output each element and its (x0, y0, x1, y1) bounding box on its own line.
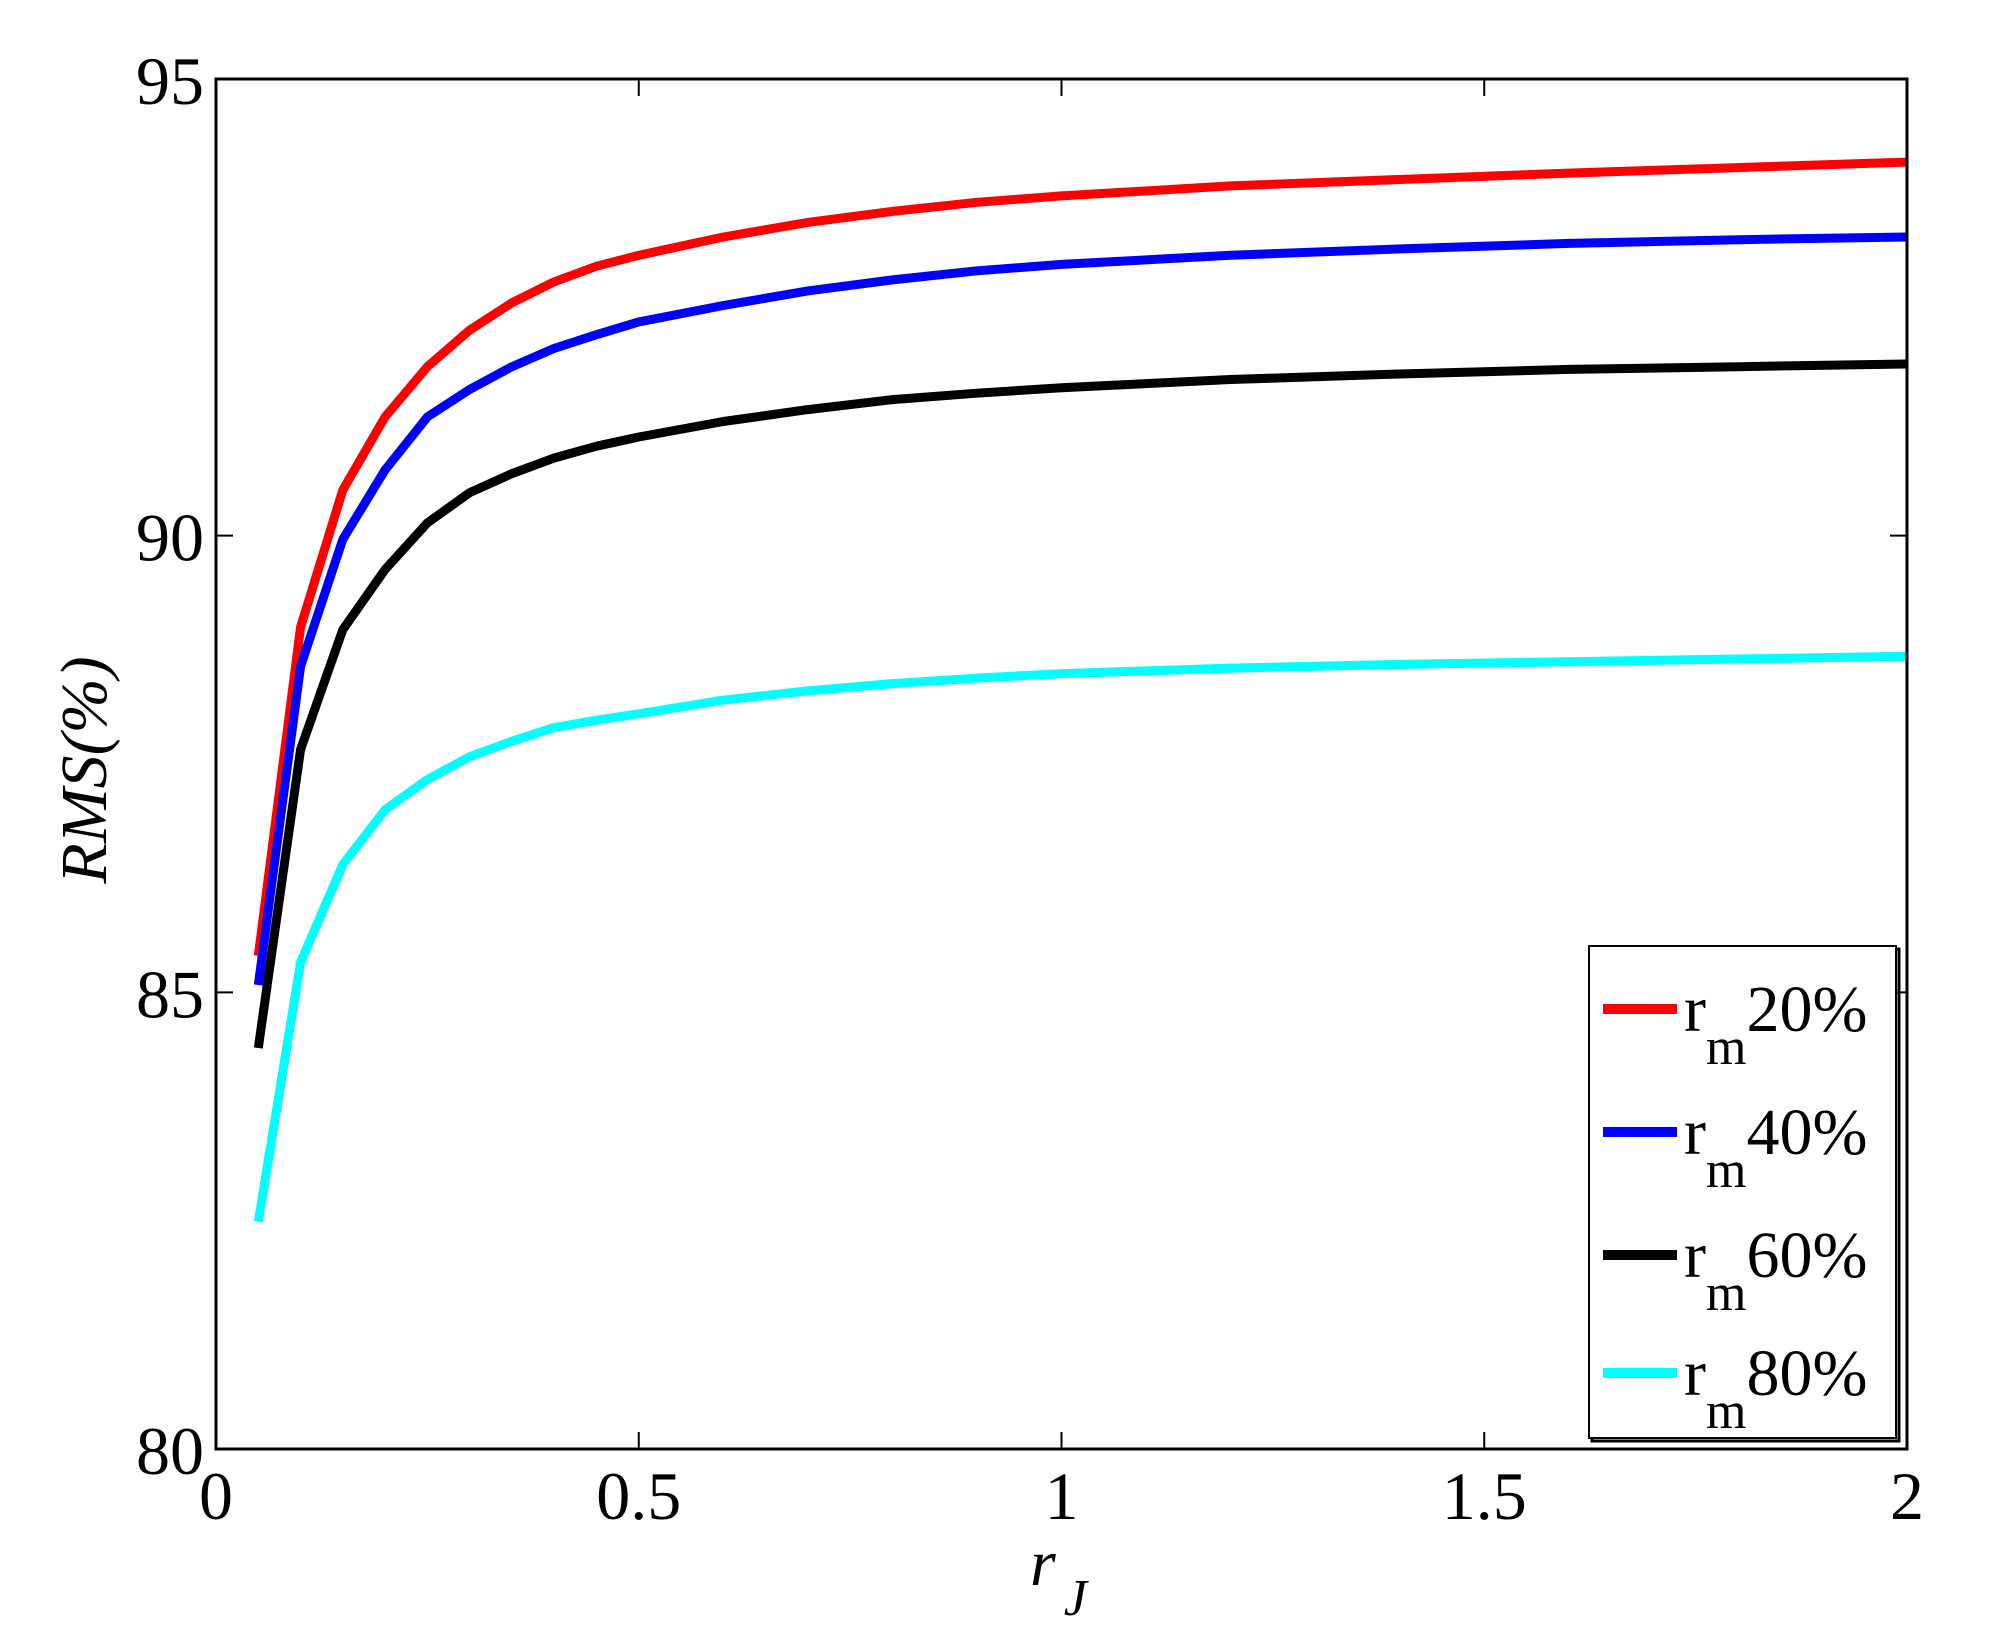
axis-ticks (215, 78, 1908, 1450)
legend-label-value: 20% (1746, 973, 1867, 1046)
legend-label-sub: m (1706, 1265, 1746, 1322)
x-tick-label: 1 (1045, 1458, 1079, 1534)
legend-label-value: 60% (1746, 1219, 1867, 1292)
legend-label-sub: m (1706, 1019, 1746, 1076)
legend-label: rm80% (1684, 1337, 1867, 1440)
y-tick-label: 90 (136, 500, 204, 576)
y-tick-label: 95 (136, 43, 204, 119)
x-axis-label-main: r (1030, 1527, 1056, 1600)
y-tick-label: 80 (136, 1413, 204, 1489)
y-tick-labels: 80 85 90 95 (136, 43, 204, 1489)
legend-label-main: r (1684, 1337, 1706, 1410)
series-line-40pct (253, 232, 1908, 986)
legend-label-value: 80% (1746, 1337, 1867, 1410)
legend-label: rm20% (1684, 973, 1867, 1076)
legend-label: rm60% (1684, 1219, 1867, 1322)
y-axis-label: RMS(%) (48, 656, 121, 884)
series-line-20pct (253, 157, 1908, 957)
legend-label-value: 40% (1746, 1096, 1867, 1169)
plot-series-group (253, 157, 1908, 1223)
series-line-80pct (253, 651, 1908, 1223)
legend-item: rm80% (1603, 1337, 1867, 1440)
x-tick-labels: 0 0.5 1 1.5 2 (199, 1458, 1924, 1534)
legend-box (1588, 945, 1897, 1439)
legend-label-sub: m (1706, 1142, 1746, 1199)
legend-item: rm20% (1603, 973, 1867, 1076)
legend-item: rm40% (1603, 1096, 1867, 1199)
x-tick-label: 0 (199, 1458, 233, 1534)
legend-item: rm60% (1603, 1219, 1867, 1322)
x-tick-label: 2 (1890, 1458, 1924, 1534)
y-tick-label: 85 (136, 956, 204, 1032)
x-tick-label: 1.5 (1442, 1458, 1527, 1534)
legend: rm20%rm40%rm60%rm80% (1588, 945, 1901, 1443)
legend-label-sub: m (1706, 1383, 1746, 1440)
x-axis-label-subscript: J (1064, 1570, 1090, 1627)
legend-label-main: r (1684, 1096, 1706, 1169)
legend-label-main: r (1684, 973, 1706, 1046)
series-line-60pct (253, 359, 1908, 1049)
legend-label: rm40% (1684, 1096, 1867, 1199)
x-tick-label: 0.5 (596, 1458, 681, 1534)
legend-label-main: r (1684, 1219, 1706, 1292)
